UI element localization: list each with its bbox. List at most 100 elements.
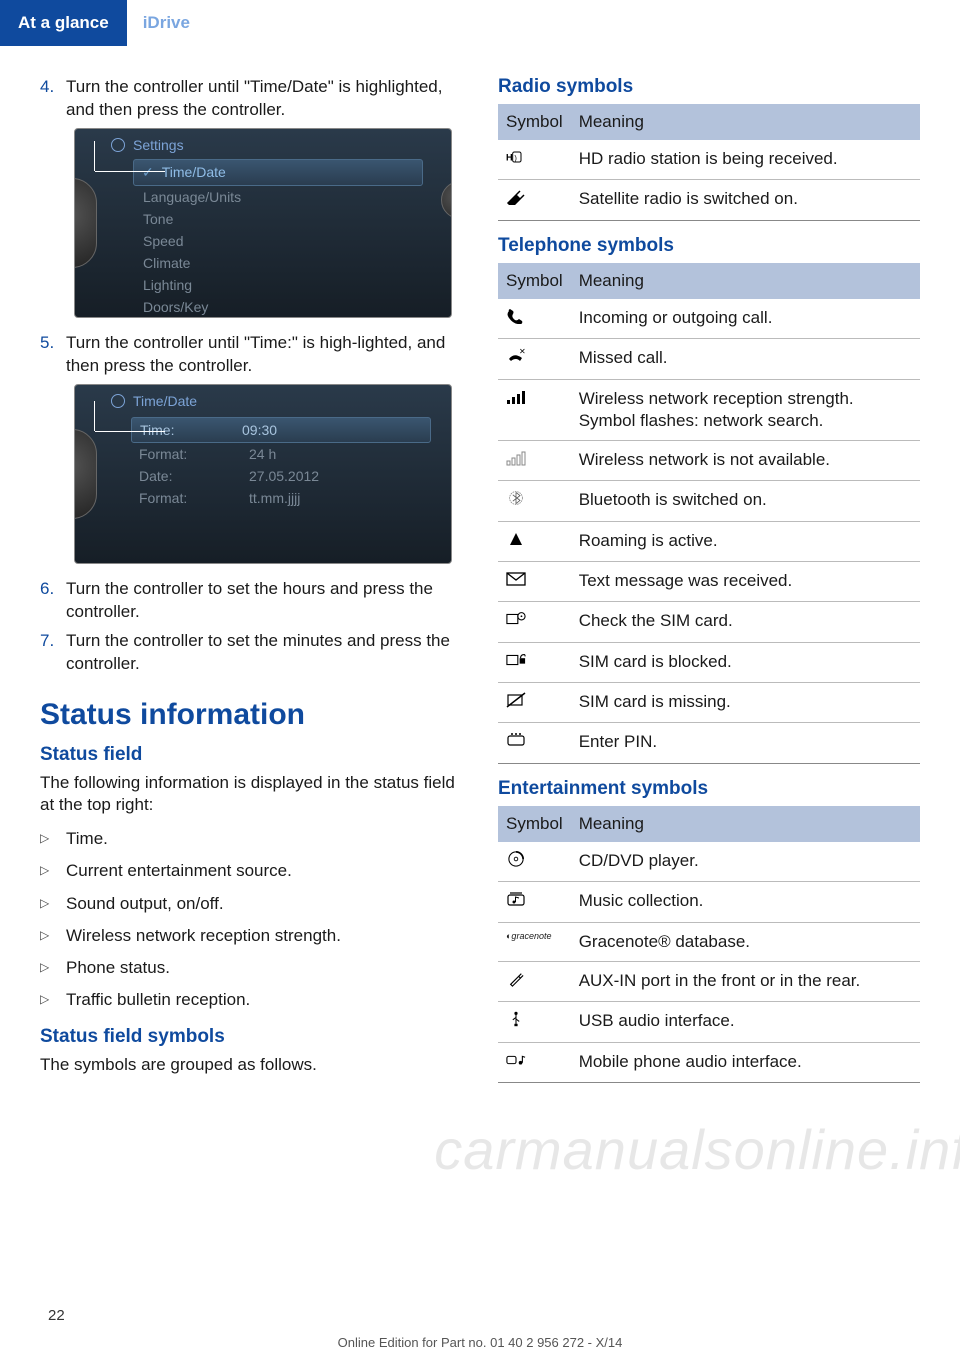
step-5: 5. Turn the controller until "Time:" is … <box>40 332 462 378</box>
list-item-text: Current entertainment source. <box>66 860 292 882</box>
menu-item-label: Time/Date <box>162 164 226 180</box>
svg-text:): ) <box>514 153 517 162</box>
list-item: Sound output, on/off. <box>40 888 462 920</box>
sim-check-icon <box>498 602 571 642</box>
th-meaning: Meaning <box>571 263 920 299</box>
list-item-text: Wireless network reception strength. <box>66 925 341 947</box>
step-number: 7. <box>40 630 66 676</box>
status-field-para: The following information is displayed i… <box>40 772 462 818</box>
row-value: 27.05.2012 <box>249 468 319 484</box>
usb-icon <box>498 1002 571 1042</box>
no-signal-icon <box>498 440 571 480</box>
cell-text: Satellite radio is switched on. <box>571 180 920 220</box>
music-collection-icon <box>498 882 571 922</box>
screenshot-title-text: Time/Date <box>133 393 197 409</box>
cell-text: HD radio station is being received. <box>571 140 920 180</box>
cell-text: Gracenote® database. <box>571 922 920 961</box>
pointer-line <box>95 171 165 172</box>
pin-icon <box>498 723 571 763</box>
table-row: Check the SIM card. <box>498 602 920 642</box>
table-row: Wireless network is not available. <box>498 440 920 480</box>
step-7: 7. Turn the controller to set the minute… <box>40 630 462 676</box>
missed-call-icon: ✕ <box>498 339 571 379</box>
table-row: Text message was received. <box>498 561 920 601</box>
timedate-grid: Time: 09:30 Format: 24 h Date: 27.05.201… <box>75 413 451 509</box>
controller-knob-left <box>74 178 97 268</box>
screenshot-settings: Settings ✓ Time/Date Language/Units Tone… <box>74 128 452 318</box>
bluetooth-icon <box>498 481 571 521</box>
table-row: ✕Missed call. <box>498 339 920 379</box>
cell-text: SIM card is blocked. <box>571 642 920 682</box>
list-item: Time. <box>40 823 462 855</box>
screenshot-title: Time/Date <box>75 385 451 413</box>
cell-text: Wireless network reception strength. Sym… <box>571 379 920 440</box>
menu-item: Lighting <box>143 274 451 296</box>
entertainment-symbols-heading: Entertainment symbols <box>498 778 920 800</box>
cell-text: Roaming is active. <box>571 521 920 561</box>
table-row: Music collection. <box>498 882 920 922</box>
hd-radio-icon: H) <box>498 140 571 180</box>
menu-item: Doors/Key <box>143 296 451 318</box>
row-label: Time: <box>140 422 242 438</box>
cell-text: Music collection. <box>571 882 920 922</box>
radio-symbols-heading: Radio symbols <box>498 76 920 98</box>
step-number: 4. <box>40 76 66 122</box>
gracenote-icon: ◐gracenote <box>498 922 571 961</box>
pointer-line <box>95 431 165 432</box>
page-header: At a glance iDrive <box>0 0 960 46</box>
screenshot-title-text: Settings <box>133 137 184 153</box>
step-text: Turn the controller to set the hours and… <box>66 578 462 624</box>
cell-text: Incoming or outgoing call. <box>571 299 920 339</box>
footer-line: Online Edition for Part no. 01 40 2 956 … <box>40 1335 920 1350</box>
status-field-heading: Status field <box>40 744 462 766</box>
table-row: SIM card is blocked. <box>498 642 920 682</box>
row-value: tt.mm.jjjj <box>249 490 300 506</box>
table-row: Enter PIN. <box>498 723 920 763</box>
list-item: Phone status. <box>40 952 462 984</box>
th-meaning: Meaning <box>571 806 920 842</box>
menu-item: Language/Units <box>143 186 451 208</box>
cell-text: CD/DVD player. <box>571 842 920 882</box>
aux-icon <box>498 961 571 1001</box>
step-number: 5. <box>40 332 66 378</box>
step-number: 6. <box>40 578 66 624</box>
telephone-symbols-heading: Telephone symbols <box>498 235 920 257</box>
telephone-symbols-table: SymbolMeaning Incoming or outgoing call.… <box>498 263 920 764</box>
watermark: carmanualsonline.info <box>434 1117 960 1182</box>
call-icon <box>498 299 571 339</box>
table-row: H) HD radio station is being received. <box>498 140 920 180</box>
table-row: Incoming or outgoing call. <box>498 299 920 339</box>
cell-text: Enter PIN. <box>571 723 920 763</box>
status-field-symbols-para: The symbols are grouped as follows. <box>40 1054 462 1077</box>
cell-text: USB audio interface. <box>571 1002 920 1042</box>
left-column: 4. Turn the controller until "Time/Date"… <box>40 76 462 1097</box>
header-category: At a glance <box>0 0 127 46</box>
th-symbol: Symbol <box>498 104 571 140</box>
gear-icon <box>111 138 125 152</box>
menu-item: Tone <box>143 208 451 230</box>
row-label: Format: <box>139 490 249 506</box>
table-row: Roaming is active. <box>498 521 920 561</box>
status-information-heading: Status information <box>40 698 462 732</box>
cell-text: Bluetooth is switched on. <box>571 481 920 521</box>
list-item: Wireless network reception strength. <box>40 920 462 952</box>
menu-item: Climate <box>143 252 451 274</box>
table-row: Satellite radio is switched on. <box>498 180 920 220</box>
cell-text: SIM card is missing. <box>571 683 920 723</box>
mobile-audio-icon <box>498 1042 571 1082</box>
status-field-list: Time. Current entertainment source. Soun… <box>40 823 462 1016</box>
row-label: Date: <box>139 468 249 484</box>
screenshot-timedate: Time/Date Time: 09:30 Format: 24 h Date:… <box>74 384 452 564</box>
list-item-text: Time. <box>66 828 108 850</box>
cell-text: Mobile phone audio interface. <box>571 1042 920 1082</box>
th-symbol: Symbol <box>498 263 571 299</box>
row-label: Format: <box>139 446 249 462</box>
grid-row: Format: 24 h <box>139 443 423 465</box>
signal-icon <box>498 379 571 440</box>
table-row: AUX-IN port in the front or in the rear. <box>498 961 920 1001</box>
grid-row: Format: tt.mm.jjjj <box>139 487 423 509</box>
header-section: iDrive <box>127 13 206 33</box>
roaming-icon <box>498 521 571 561</box>
status-field-symbols-heading: Status field symbols <box>40 1026 462 1048</box>
sim-missing-icon <box>498 683 571 723</box>
